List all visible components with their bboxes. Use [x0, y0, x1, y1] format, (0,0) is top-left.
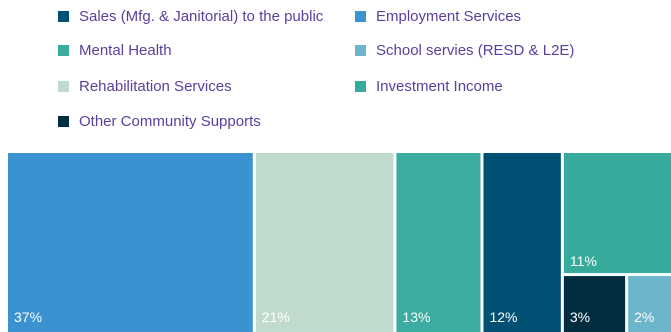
treemap-tiles: 37% 21% 13% 12% 11% 3% 2% [8, 153, 671, 332]
tile-mental-health [396, 153, 481, 332]
legend-label-sales: Sales (Mfg. & Janitorial) to the public [79, 7, 324, 25]
tile-label-rehabilitation: 21% [262, 309, 290, 325]
legend-item-mental-health: Mental Health [58, 38, 172, 62]
legend-label-school: School servies (RESD & L2E) [376, 41, 575, 59]
tile-label-school: 2% [634, 309, 654, 325]
legend-swatch-rehabilitation [58, 80, 69, 92]
tile-employment [8, 153, 253, 332]
tile-label-investment: 11% [570, 253, 597, 269]
tile-rehabilitation [255, 153, 394, 332]
tile-other-community [563, 276, 626, 332]
legend-label-rehabilitation: Rehabilitation Services [79, 77, 232, 95]
legend-swatch-school [355, 44, 366, 56]
tile-label-sales: 12% [489, 309, 517, 325]
legend-swatch-sales [58, 10, 69, 22]
legend-item-school: School servies (RESD & L2E) [355, 38, 574, 62]
tile-label-employment: 37% [14, 309, 42, 325]
tile-investment [563, 153, 671, 274]
tile-label-other-community: 3% [570, 309, 590, 325]
legend-swatch-employment [355, 10, 366, 22]
chart-legend: Sales (Mfg. & Janitorial) to the public … [0, 0, 671, 150]
legend-swatch-other-community [58, 115, 69, 127]
legend-item-investment: Investment Income [355, 74, 503, 98]
legend-item-rehabilitation: Rehabilitation Services [58, 74, 232, 98]
legend-item-other-community: Other Community Supports [58, 109, 261, 133]
legend-swatch-investment [355, 80, 366, 92]
tile-label-mental-health: 13% [402, 309, 430, 325]
legend-item-sales: Sales (Mfg. & Janitorial) to the public [58, 4, 323, 28]
legend-label-other-community: Other Community Supports [79, 112, 261, 130]
legend-swatch-mental-health [58, 44, 69, 56]
tile-school [628, 276, 671, 332]
legend-item-employment: Employment Services [355, 4, 521, 28]
legend-label-employment: Employment Services [376, 7, 522, 25]
legend-label-investment: Investment Income [376, 77, 503, 95]
legend-label-mental-health: Mental Health [79, 41, 172, 59]
tile-sales [483, 153, 561, 332]
